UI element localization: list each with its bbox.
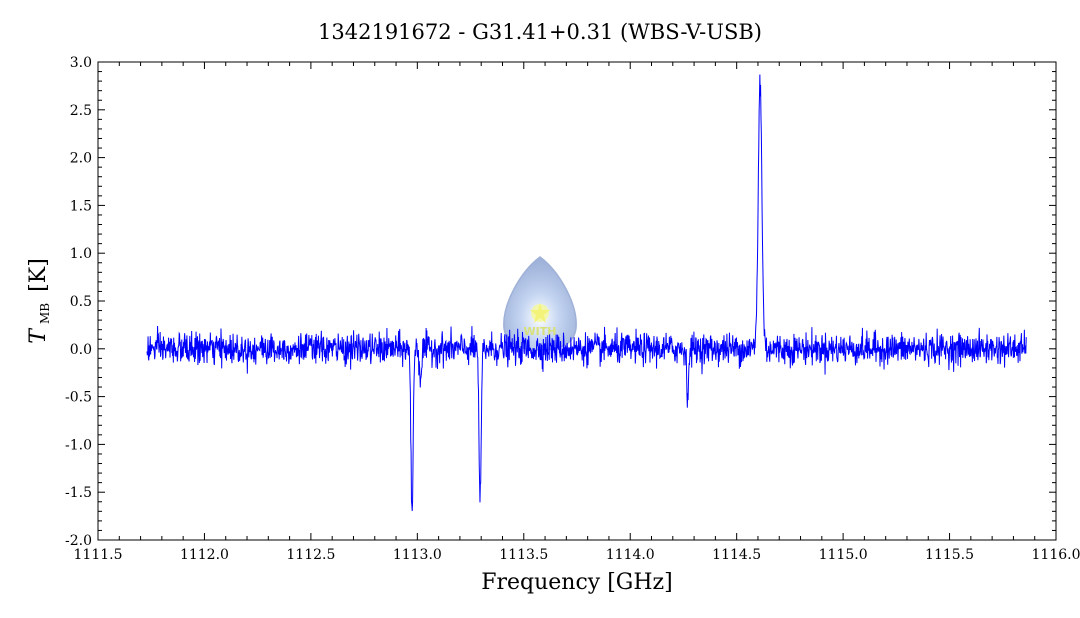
- x-tick-label: 1116.0: [1032, 547, 1080, 563]
- x-tick-label: 1114.0: [606, 547, 655, 563]
- x-axis-label: Frequency [GHz]: [481, 570, 673, 595]
- y-axis-label-unit: [K]: [26, 258, 51, 292]
- x-tick-label: 1112.0: [180, 547, 229, 563]
- y-axis-label: T MB [K]: [26, 258, 53, 344]
- x-tick-label: 1115.5: [925, 547, 974, 563]
- y-tick-label: 2.5: [70, 103, 92, 119]
- y-axis-label-main: T: [26, 327, 51, 344]
- x-tick-label: 1112.5: [286, 547, 335, 563]
- x-tick-label: 1114.5: [712, 547, 761, 563]
- plot-frame: [97, 61, 1057, 541]
- x-tick-label: 1113.0: [393, 547, 442, 563]
- y-tick-label: 1.0: [70, 246, 92, 262]
- x-tick-label: 1113.5: [499, 547, 548, 563]
- y-tick-label: 1.5: [70, 198, 92, 214]
- y-tick-label: -1.5: [65, 485, 92, 501]
- y-tick-label: -0.5: [65, 390, 92, 406]
- y-tick-label: -1.0: [65, 437, 92, 453]
- x-tick-label: 1111.5: [74, 547, 123, 563]
- spectrum-line-0: [146, 74, 1027, 511]
- x-axis: 1111.5 1112.0 1112.5 1113.0 1113.5 1114.0 1114…: [74, 62, 1080, 563]
- chart-title: 1342191672 - G31.41+0.31 (WBS-V-USB): [318, 20, 762, 44]
- y-tick-label: 2.0: [70, 151, 92, 167]
- spectrum-series: [146, 74, 1027, 511]
- y-axis: -2.0 -1.5 -1.0 -0.5 0.0 0.5 1.0 1.5 2.0 2.5 3.0: [65, 55, 1056, 549]
- y-tick-label: 0.0: [70, 342, 92, 358]
- logo-star-icon: [530, 303, 550, 323]
- y-tick-label: 0.5: [70, 294, 92, 310]
- x-tick-label: 1115.0: [819, 547, 868, 563]
- y-tick-label: 3.0: [70, 55, 92, 71]
- svg-text:T MB [K]: T MB [K]: [26, 258, 53, 344]
- y-tick-label: -2.0: [65, 533, 92, 549]
- logo-text: WITH: [524, 325, 557, 338]
- y-axis-label-subscript: MB: [38, 303, 52, 324]
